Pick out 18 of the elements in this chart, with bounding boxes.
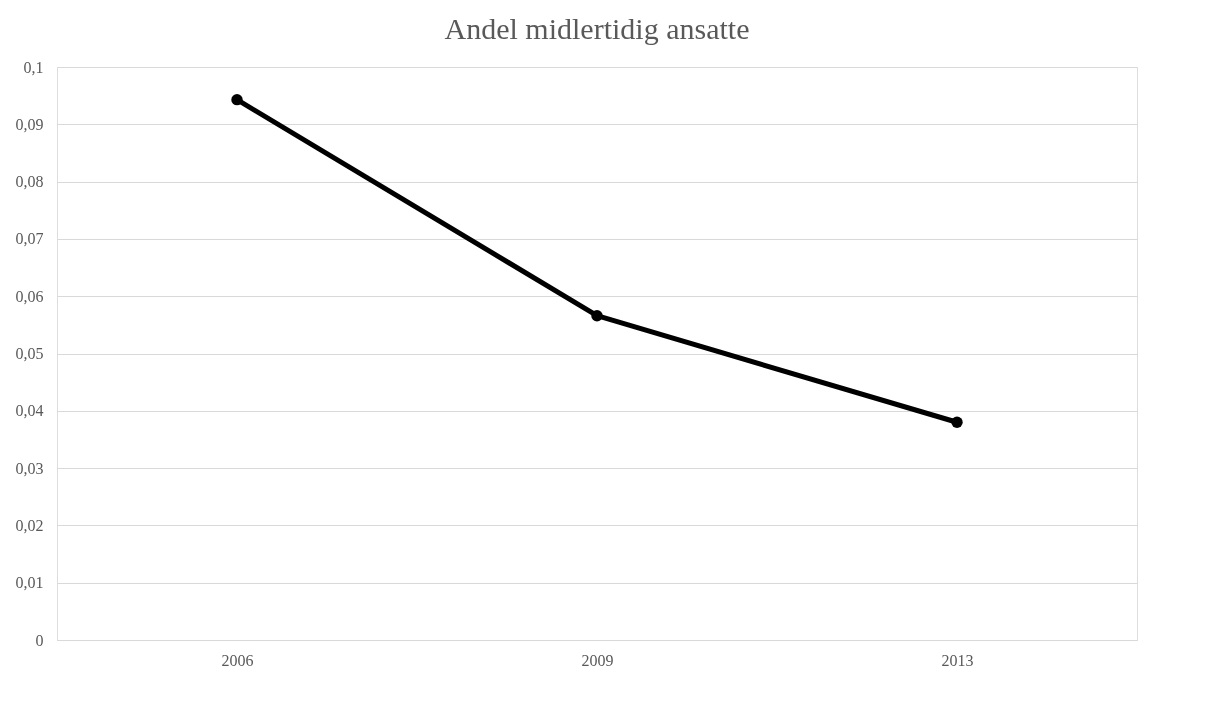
y-tick-label: 0,08 [15, 173, 44, 191]
y-tick-label: 0,01 [15, 574, 44, 592]
y-tick-label: 0,07 [15, 230, 44, 248]
x-tick-label: 2013 [941, 651, 974, 669]
chart-title: Andel midlertidig ansatte [444, 12, 750, 45]
point [951, 416, 963, 428]
y-tick-label: 0,1 [23, 58, 44, 76]
y-tick-label: 0 [35, 631, 44, 649]
x-tick-label: 2009 [581, 651, 614, 669]
point [591, 309, 603, 322]
x-tick-label: 2006 [221, 651, 254, 669]
y-tick-label: 0,04 [15, 402, 44, 420]
y-tick-label: 0,02 [15, 516, 44, 534]
y-tick-label: 0,05 [15, 345, 44, 362]
point [231, 93, 243, 106]
y-tick-label: 0,03 [15, 459, 44, 477]
y-tick-label: 0,09 [15, 115, 44, 133]
y-tick-label: 0,06 [15, 287, 44, 305]
